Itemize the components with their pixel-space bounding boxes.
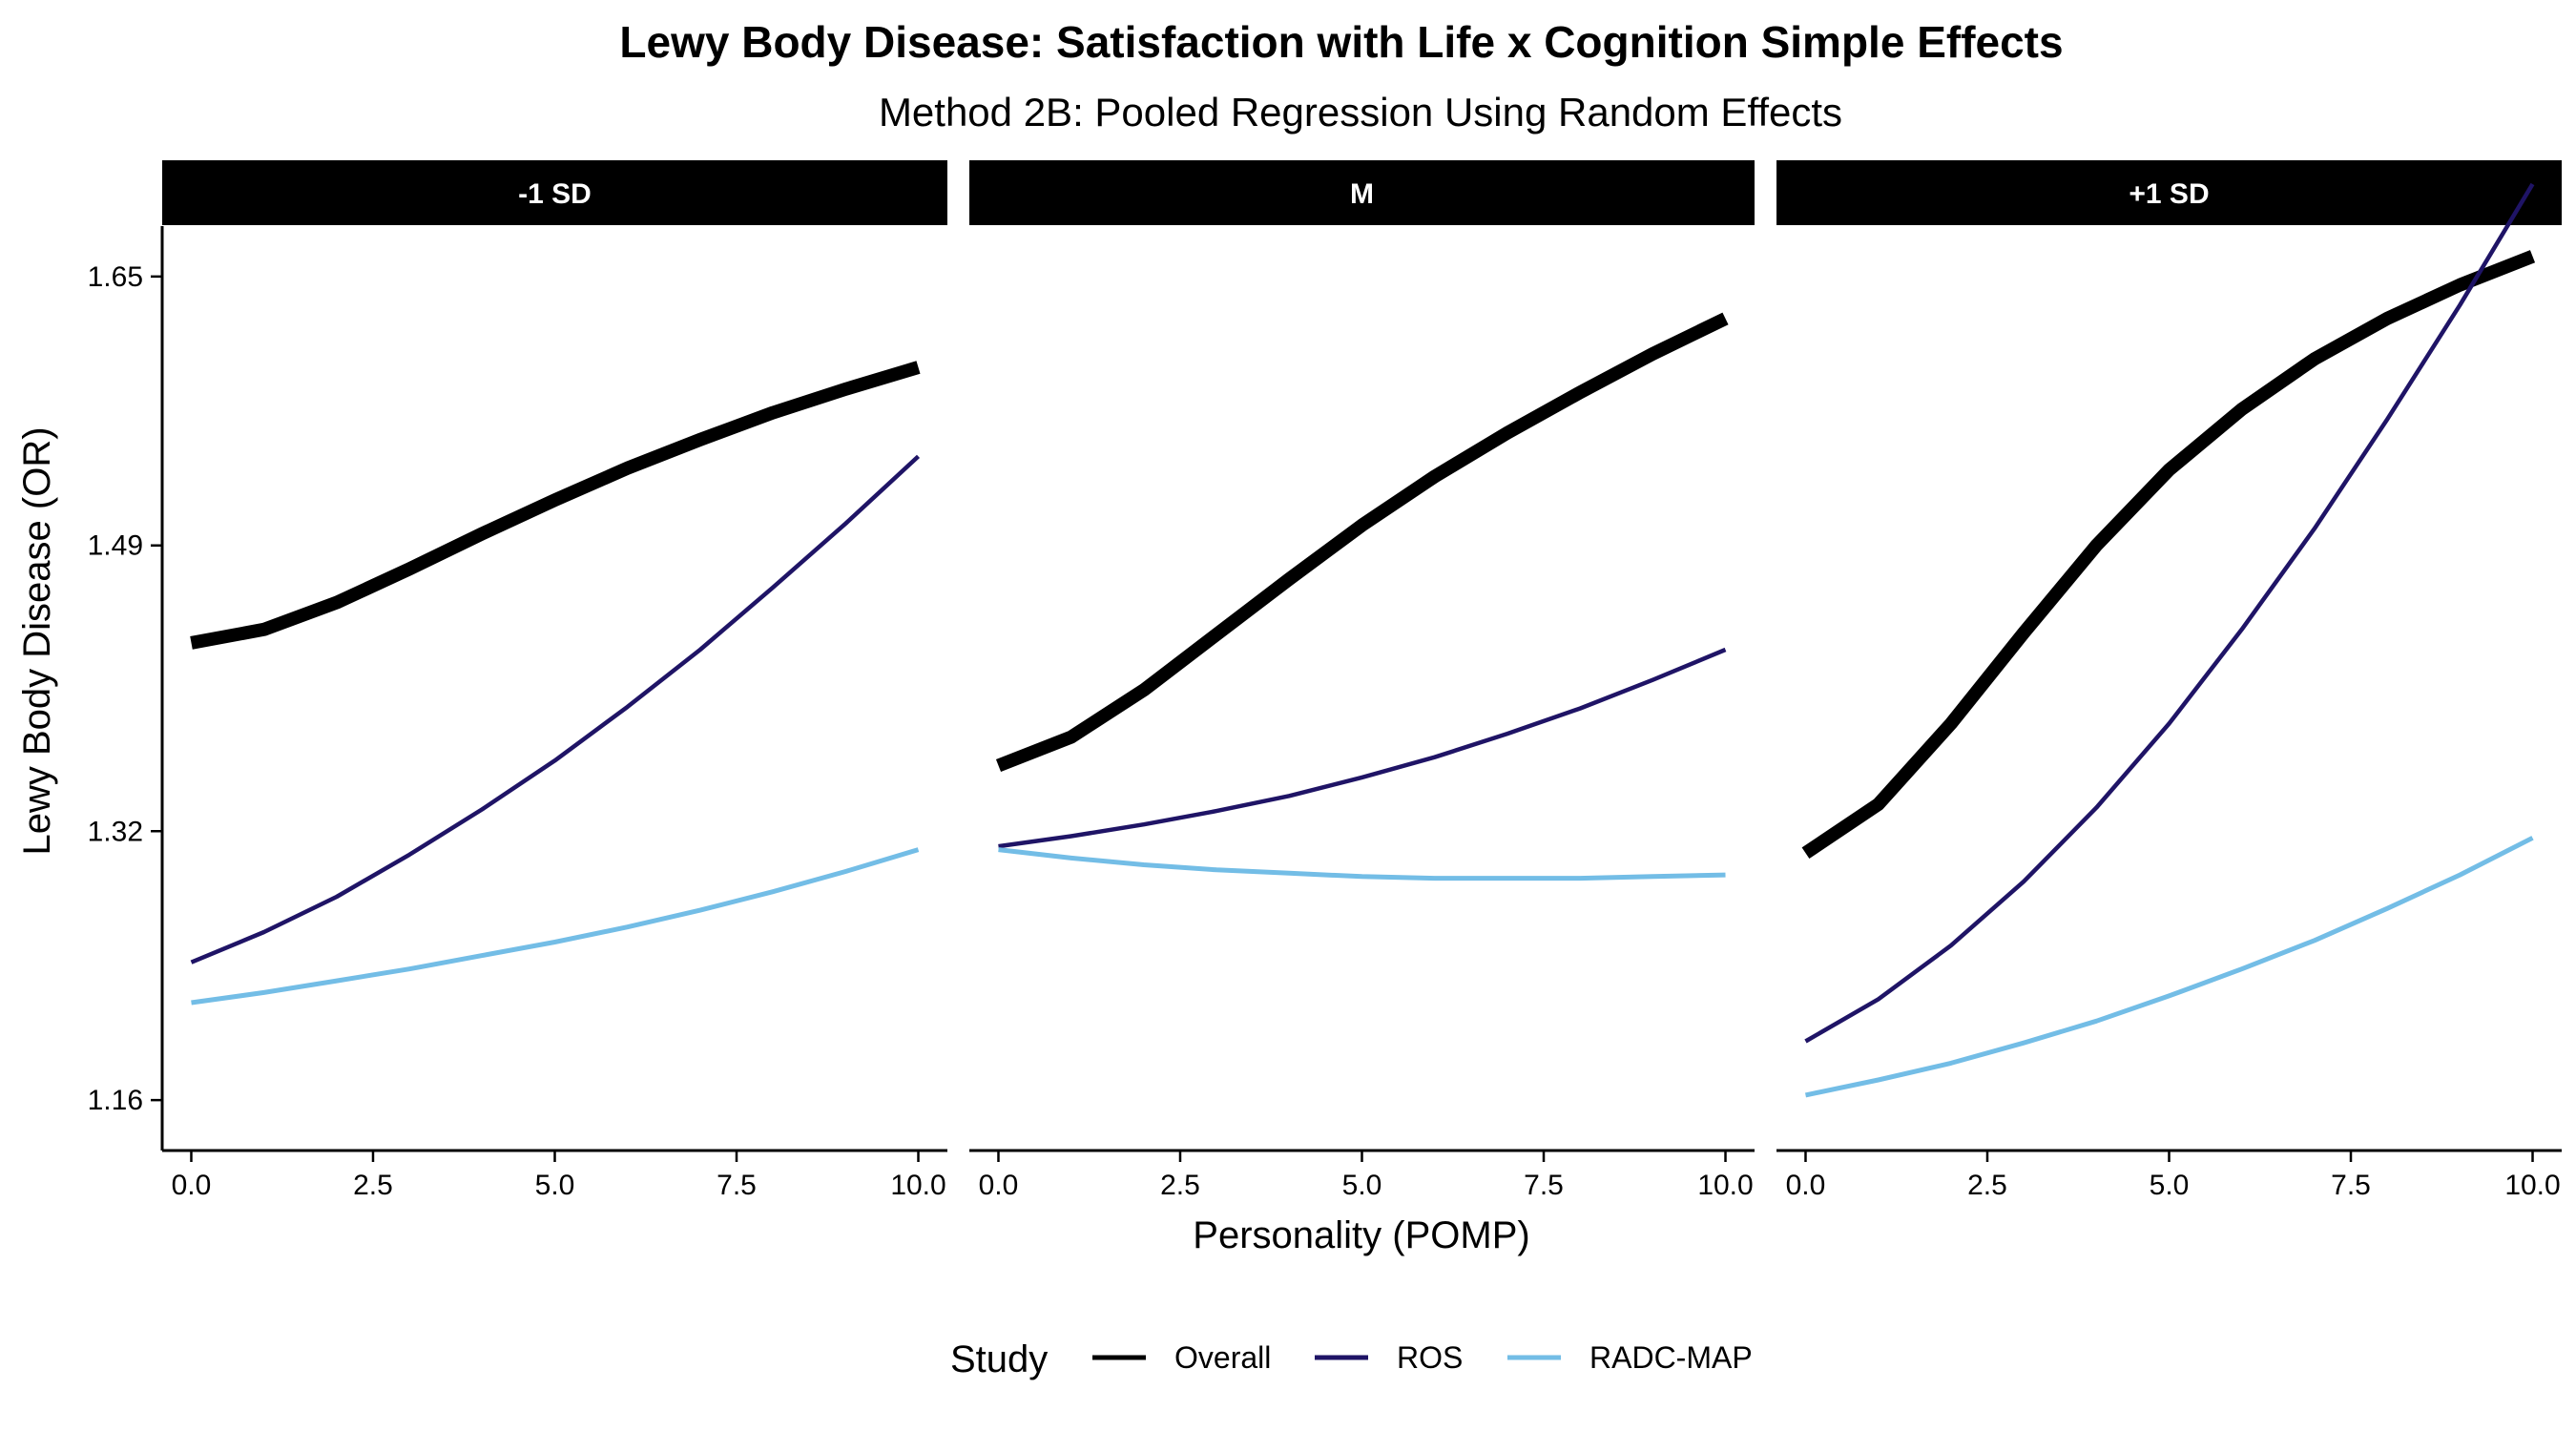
series-line-overall-m xyxy=(995,312,1729,773)
series-line-overall-1-sd xyxy=(190,361,921,650)
series-line-ros-m xyxy=(998,647,1727,849)
x-tick-label: 0.0 xyxy=(172,1170,212,1201)
y-axis-title: Lewy Body Disease (OR) xyxy=(16,426,58,855)
facet-strip-3 xyxy=(1776,160,2562,225)
y-axis: 1.16 1.32 1.49 1.65 xyxy=(88,226,164,1151)
x-tick-label: 2.5 xyxy=(1160,1170,1200,1201)
x-tick-label: 10.0 xyxy=(2504,1170,2560,1201)
series-line-radc-map-1-sd xyxy=(1804,836,2534,1098)
facet-strip-2 xyxy=(969,160,1755,225)
facet-panels: -1 SD0.0 2.5 5.0 7.5 10.0M0.0 2.5 5.0 7.5 10.0+1… xyxy=(162,160,2562,1201)
facet-panel-2: M 0.0 2.5 5.0 7.5 10.0 xyxy=(969,160,1755,1201)
series-line-radc-map-1-sd xyxy=(191,847,920,1006)
x-tick-label: 10.0 xyxy=(890,1170,945,1201)
y-tick-label: 1.32 xyxy=(88,816,143,847)
facet-strip-label: -1 SD xyxy=(518,178,592,210)
legend-label: ROS xyxy=(1397,1340,1463,1375)
legend-title: Study xyxy=(950,1338,1048,1380)
facet-panel-1: -1 SD 0.0 2.5 5.0 7.5 10.0 xyxy=(162,160,947,1201)
chart-subtitle: Method 2B: Pooled Regression Using Rando… xyxy=(879,90,1842,135)
series-line-ros-1-sd xyxy=(1804,182,2535,1044)
facet-panel-3: +1 SD 0.0 2.5 5.0 7.5 10.0 xyxy=(1776,160,2562,1201)
x-tick-label: 0.0 xyxy=(979,1170,1019,1201)
x-tick-label: 5.0 xyxy=(1342,1170,1382,1201)
legend-label: RADC-MAP xyxy=(1589,1340,1753,1375)
y-tick-label: 1.49 xyxy=(88,530,143,562)
x-tick-label: 7.5 xyxy=(717,1170,757,1201)
x-tick-label: 0.0 xyxy=(1786,1170,1826,1201)
x-tick-label: 7.5 xyxy=(1524,1170,1564,1201)
facet-strip-1 xyxy=(162,160,947,225)
series-line-radc-map-m xyxy=(998,847,1726,881)
series-line-ros-1-sd xyxy=(190,454,921,964)
x-tick-label: 7.5 xyxy=(2331,1170,2371,1201)
facet-strip-label: +1 SD xyxy=(2129,178,2209,210)
facet-strip-label: M xyxy=(1350,178,1374,210)
legend: Study Overall ROS RADC-MAP xyxy=(950,1338,1753,1380)
x-axis-title: Personality (POMP) xyxy=(1193,1214,1529,1256)
legend-label: Overall xyxy=(1174,1340,1271,1375)
x-tick-label: 5.0 xyxy=(2150,1170,2190,1201)
x-tick-label: 2.5 xyxy=(353,1170,393,1201)
x-tick-label: 10.0 xyxy=(1697,1170,1753,1201)
y-tick-label: 1.65 xyxy=(88,261,143,293)
x-tick-label: 2.5 xyxy=(1967,1170,2007,1201)
y-tick-label: 1.16 xyxy=(88,1085,143,1116)
chart-title: Lewy Body Disease: Satisfaction with Lif… xyxy=(619,17,2063,67)
series-line-overall-1-sd xyxy=(1801,250,2536,860)
x-tick-label: 5.0 xyxy=(535,1170,575,1201)
